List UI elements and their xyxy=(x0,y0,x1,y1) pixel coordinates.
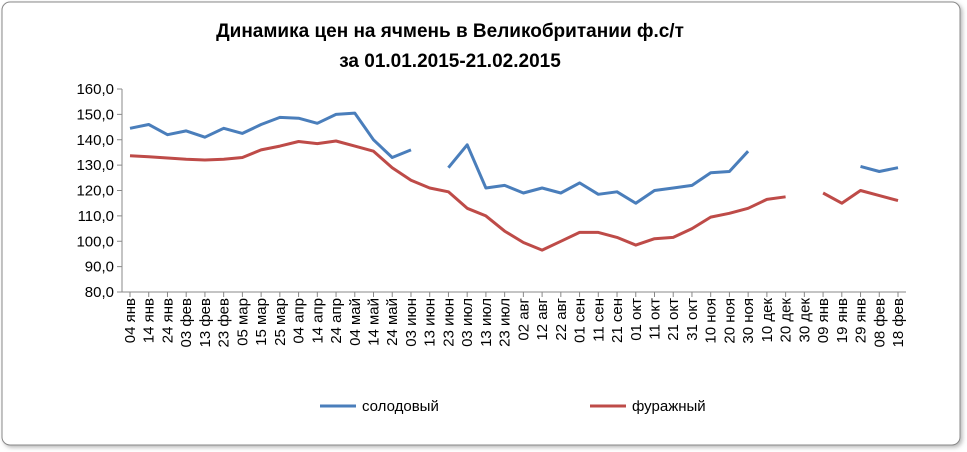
x-tick-label: 13 фев xyxy=(197,298,214,348)
x-tick-label: 22 авг xyxy=(553,297,570,340)
y-tick-label: 140,0 xyxy=(76,132,114,149)
y-tick-label: 160,0 xyxy=(76,81,114,98)
x-tick-label: 20 ноя xyxy=(721,298,738,344)
x-tick-label: 25 мар xyxy=(272,298,289,346)
x-tick-label: 24 май xyxy=(384,298,401,346)
x-tick-label: 24 апр xyxy=(328,298,345,344)
y-tick-label: 100,0 xyxy=(76,233,114,250)
series-line xyxy=(129,139,899,252)
x-tick-label: 29 янв xyxy=(853,298,870,343)
x-tick-label: 24 янв xyxy=(159,298,176,343)
x-tick-label: 03 июн xyxy=(403,298,420,347)
x-tick-label: 12 авг xyxy=(534,297,551,340)
chart-title: за 01.01.2015-21.02.2015 xyxy=(339,51,561,72)
x-tick-label: 18 фев xyxy=(890,298,907,348)
x-tick-label: 03 фев xyxy=(178,298,195,348)
chart-title: Динамика цен на ячмень в Великобритании … xyxy=(216,21,684,42)
y-tick-label: 110,0 xyxy=(78,208,114,225)
y-tick-label: 150,0 xyxy=(76,106,114,123)
y-tick-label: 80,0 xyxy=(85,284,114,301)
x-tick-label: 19 янв xyxy=(834,298,851,343)
chart-frame xyxy=(1,1,961,446)
x-tick-label: 15 мар xyxy=(253,298,270,346)
x-tick-label: 14 май xyxy=(366,298,383,346)
x-tick-label: 23 июн xyxy=(440,298,457,347)
x-tick-label: 13 июн xyxy=(422,298,439,347)
x-tick-label: 08 фев xyxy=(871,298,888,348)
x-tick-label: 03 июл xyxy=(459,298,476,347)
x-tick-label: 14 апр xyxy=(309,298,326,344)
x-tick-label: 30 ноя xyxy=(740,298,757,344)
x-tick-label: 01 окт xyxy=(628,298,645,341)
x-tick-label: 23 фев xyxy=(216,298,233,348)
x-tick-label: 31 окт xyxy=(684,298,701,341)
x-tick-label: 05 мар xyxy=(234,298,251,346)
x-tick-label: 11 окт xyxy=(646,298,663,340)
x-tick-label: 23 июл xyxy=(497,298,514,347)
x-tick-label: 10 ноя xyxy=(703,298,720,344)
legend-label: фуражный xyxy=(632,398,706,415)
x-tick-label: 13 июл xyxy=(478,298,495,347)
x-tick-label: 02 авг xyxy=(515,297,532,340)
x-tick-label: 04 янв xyxy=(122,298,139,343)
x-tick-label: 11 сен xyxy=(590,298,607,342)
x-tick-label: 04 апр xyxy=(291,298,308,344)
x-tick-label: 21 окт xyxy=(665,298,682,341)
legend-label: солодовый xyxy=(362,398,439,415)
x-tick-label: 20 дек xyxy=(778,298,795,343)
y-tick-label: 130,0 xyxy=(76,157,114,174)
x-tick-label: 10 дек xyxy=(759,298,776,343)
x-tick-label: 04 май xyxy=(347,298,364,346)
x-tick-label: 09 янв xyxy=(815,298,832,343)
x-tick-label: 14 янв xyxy=(141,298,158,343)
x-tick-label: 21 сен xyxy=(609,298,626,343)
x-tick-label: 30 дек xyxy=(796,298,813,343)
series-line xyxy=(129,111,899,205)
x-tick-label: 01 сен xyxy=(572,298,589,343)
y-tick-label: 120,0 xyxy=(76,183,114,200)
y-tick-label: 90,0 xyxy=(85,259,114,276)
